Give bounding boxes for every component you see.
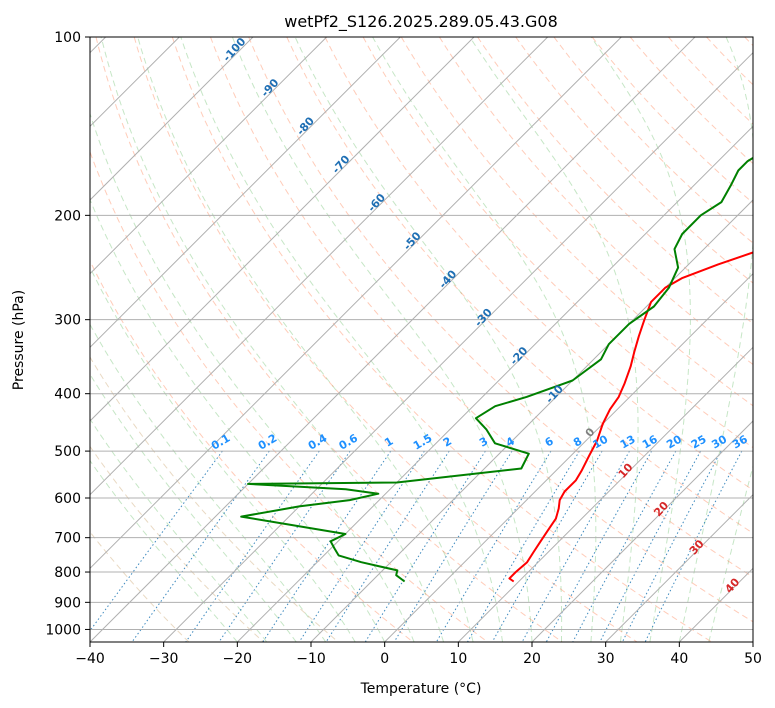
plot-frame — [89, 36, 754, 643]
moist-adiabat-line — [590, 37, 691, 642]
moist-adiabat-line — [137, 37, 474, 642]
moist-adiabat-line — [678, 37, 753, 642]
y-axis-ticks: 100 200 300 400 500 600 700 800 900 1000 — [45, 30, 90, 638]
y-tick-label: 700 — [54, 531, 81, 547]
mixing-ratio-line — [435, 450, 552, 642]
moist-adiabat-line — [469, 37, 639, 642]
x-axis-ticks: −40 −30 −20 −10 0 10 20 30 40 50 — [75, 642, 762, 667]
dry-adiabat-line — [210, 37, 753, 623]
x-tick-label: 20 — [523, 651, 541, 667]
dry-adiabat-line — [438, 37, 753, 366]
mixing-ratio-line — [599, 450, 701, 642]
y-tick-label: 400 — [54, 387, 81, 403]
x-axis-label: Temperature (°C) — [360, 681, 482, 697]
moist-adiabat-line — [90, 418, 268, 642]
sounding-line — [240, 156, 753, 583]
moist-adiabat-line — [231, 37, 533, 642]
sounding-line — [508, 251, 753, 583]
moist-adiabat-line — [180, 37, 503, 642]
mixing-ratio-line — [545, 450, 653, 642]
y-tick-label: 800 — [54, 565, 81, 581]
x-tick-label: −40 — [75, 651, 105, 667]
y-tick-label: 100 — [54, 30, 81, 46]
dry-adiabat-line — [90, 356, 339, 642]
y-tick-label: 1000 — [45, 622, 81, 638]
grid-lines — [90, 37, 753, 642]
dry-adiabat-line — [400, 37, 753, 407]
y-tick-label: 500 — [54, 444, 81, 460]
sounding-series — [240, 156, 753, 583]
mixing-ratio-line — [218, 450, 351, 642]
isotherm-line — [531, 420, 753, 642]
plot-area: -100-90-80-70-60-50-40-30-20-10010203040… — [90, 37, 753, 642]
dry-adiabat-line — [248, 37, 753, 578]
x-tick-label: 0 — [380, 651, 389, 667]
x-tick-label: 50 — [744, 651, 762, 667]
isotherm-line — [90, 37, 696, 642]
mixing-ratio-line — [621, 450, 722, 642]
y-tick-label: 900 — [54, 595, 81, 611]
mixing-ratio-line — [364, 450, 486, 642]
y-axis-label: Pressure (hPa) — [11, 290, 27, 390]
x-tick-label: −30 — [149, 651, 179, 667]
moist-adiabat-line — [90, 459, 238, 642]
isotherm-line — [236, 125, 753, 642]
mixing-ratio-lines — [90, 450, 743, 642]
y-tick-label: 200 — [54, 208, 81, 224]
mixing-ratio-line — [572, 450, 677, 642]
moist-adiabat-line — [100, 37, 445, 642]
dry-adiabat-line — [171, 37, 712, 642]
isotherm-line — [90, 37, 622, 570]
moist-adiabat-line — [708, 464, 753, 642]
isotherm-line — [605, 493, 753, 642]
isotherm-line — [90, 37, 254, 201]
dry-adiabat-line — [133, 37, 638, 642]
moist-adiabat-line — [90, 266, 356, 642]
isotherm-line — [90, 37, 328, 275]
dry-adiabat-line — [90, 259, 414, 642]
x-tick-label: 30 — [597, 651, 615, 667]
moist-adiabat-line — [294, 37, 563, 642]
moist-adiabat-line — [90, 373, 297, 642]
moist-adiabat-line — [372, 37, 597, 642]
mixing-ratio-line — [393, 450, 513, 642]
chart-title: wetPf2_S126.2025.289.05.43.G08 — [284, 12, 558, 32]
dry-adiabat-line — [286, 37, 753, 534]
dry-adiabat-line — [553, 37, 753, 244]
isotherm-line — [90, 37, 549, 496]
mixing-ratio-line — [491, 450, 603, 642]
isotherm-line — [90, 37, 401, 349]
x-tick-label: −10 — [296, 651, 326, 667]
mixing-ratio-line — [521, 450, 630, 642]
moist-adiabat-line — [90, 323, 327, 642]
moist-adiabats — [90, 37, 753, 642]
mixing-ratio-line — [131, 450, 270, 642]
dry-adiabat-line — [324, 37, 753, 491]
moist-adiabat-line — [90, 198, 386, 642]
y-tick-label: 300 — [54, 313, 81, 329]
isotherm-line — [90, 37, 475, 422]
mixing-ratio-line — [467, 450, 580, 642]
dry-adiabat-line — [90, 445, 264, 642]
mixing-ratio-line — [185, 450, 320, 642]
isotherm-line — [163, 51, 753, 642]
x-tick-label: 10 — [449, 651, 467, 667]
dry-adiabat-line — [591, 37, 753, 204]
x-tick-label: −20 — [223, 651, 253, 667]
isotherm-line — [384, 272, 753, 642]
y-tick-label: 600 — [54, 491, 81, 507]
x-tick-label: 40 — [670, 651, 688, 667]
isotherm-line — [457, 346, 753, 642]
dry-adiabat-line — [95, 37, 563, 642]
